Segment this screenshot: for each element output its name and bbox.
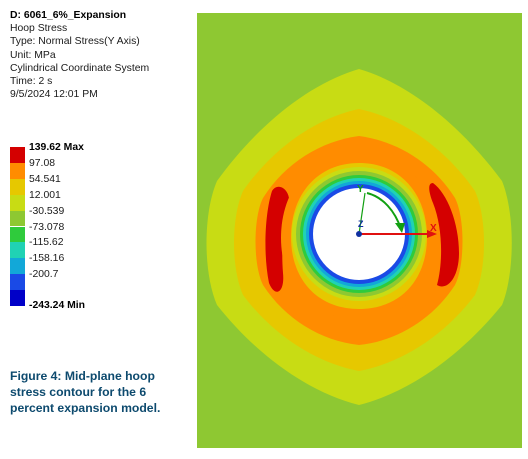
- result-unit: Unit: MPa: [10, 49, 56, 61]
- legend-swatch-6: [10, 242, 25, 259]
- legend-swatch-2: [10, 178, 25, 195]
- result-title: D: 6061_6%_Expansion: [10, 10, 127, 21]
- legend-swatch-9: [10, 290, 25, 306]
- legend-swatch-4: [10, 210, 25, 227]
- legend-swatch-8: [10, 274, 25, 291]
- legend-swatch-1: [10, 162, 25, 179]
- result-info-panel: D: 6061_6%_Expansion Hoop Stress Type: N…: [10, 9, 190, 101]
- result-coordinate-system: Cylindrical Coordinate System: [10, 62, 150, 74]
- legend-swatch-7: [10, 258, 25, 275]
- caption-line: stress contour for the 6: [10, 384, 147, 399]
- x-axis-arrowhead: [427, 230, 437, 238]
- result-type: Type: Normal Stress(Y Axis): [10, 36, 140, 48]
- result-time: Time: 2 s: [10, 76, 53, 88]
- contour-plot: X Y Z: [197, 13, 522, 448]
- legend-swatch-3: [10, 194, 25, 211]
- result-name: Hoop Stress: [10, 23, 68, 35]
- legend-value-label: 12.001: [29, 189, 61, 201]
- legend-max-label: 139.62 Max: [29, 142, 84, 153]
- contour-viewport[interactable]: X Y Z: [197, 13, 522, 448]
- figure-caption: Figure 4: Mid-plane hoop stress contour …: [10, 369, 188, 416]
- legend-min-label: -243.24 Min: [29, 300, 86, 311]
- x-axis-label: X: [430, 223, 437, 234]
- y-axis-label: Y: [357, 184, 364, 195]
- y-axis-line: [358, 192, 366, 235]
- legend-value-label: -200.7: [29, 269, 59, 281]
- caption-line: percent expansion model.: [10, 400, 161, 415]
- legend-value-label: -115.62: [29, 237, 64, 249]
- contour-band-red-left: [265, 186, 289, 292]
- legend-value-label: -30.539: [29, 205, 65, 217]
- legend-value-label: -158.16: [29, 253, 65, 265]
- legend-value-label: 54.541: [29, 173, 61, 185]
- caption-line: Figure 4: Mid-plane hoop: [10, 369, 155, 383]
- z-axis-label: Z: [358, 219, 364, 229]
- legend-value-label: -73.078: [29, 221, 65, 233]
- y-axis-arrowhead: [395, 223, 405, 233]
- legend-swatch-5: [10, 226, 25, 243]
- legend-value-label: 97.08: [29, 157, 56, 169]
- result-timestamp: 9/5/2024 12:01 PM: [10, 89, 98, 101]
- contour-band-red-right: [429, 183, 459, 287]
- coordinate-origin-marker: [356, 231, 362, 237]
- legend-swatch-0: [10, 147, 25, 163]
